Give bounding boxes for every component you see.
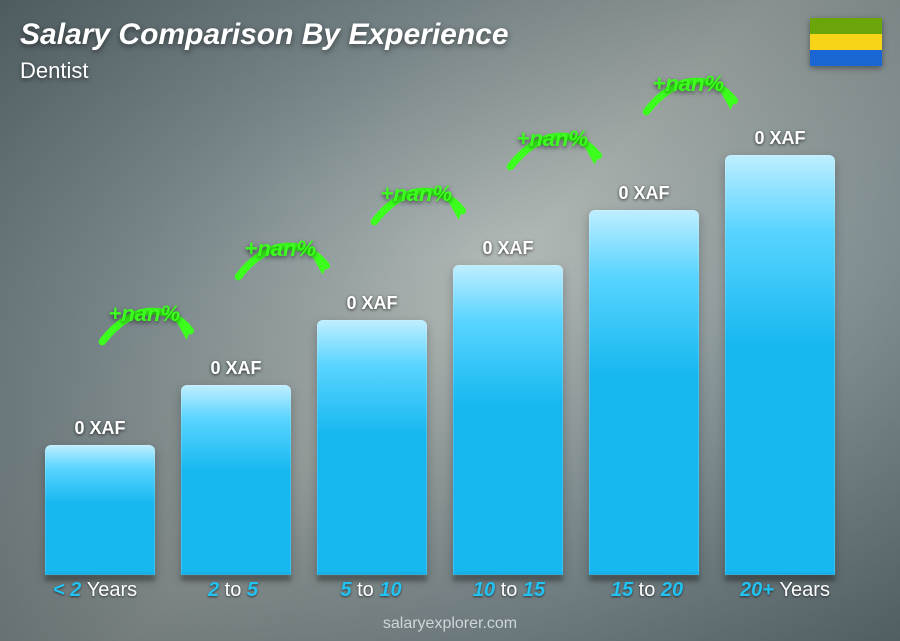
bar (589, 210, 699, 575)
flag-stripe-bottom (810, 50, 882, 66)
bar (181, 385, 291, 575)
page-subtitle: Dentist (20, 58, 88, 84)
increase-label: +nan% (653, 71, 725, 97)
bar-value-label: 0 XAF (618, 183, 669, 204)
increase-label: +nan% (109, 301, 181, 327)
x-tick-label: 10 to 15 (440, 579, 578, 607)
x-tick-label: 20+ Years (716, 579, 854, 607)
footer-credit: salaryexplorer.com (0, 615, 900, 633)
bar-value-label: 0 XAF (346, 293, 397, 314)
increase-label: +nan% (245, 236, 317, 262)
bar-wrap: 0 XAF (45, 418, 155, 575)
increase-arrow: +nan% (639, 69, 749, 125)
bar-chart: 0 XAF 0 XAF 0 XAF 0 XAF 0 XAF 0 XAF +nan% +na… (26, 90, 854, 575)
bar-wrap: 0 XAF (317, 293, 427, 575)
flag-icon (810, 18, 882, 66)
x-tick-label: 15 to 20 (578, 579, 716, 607)
increase-label: +nan% (517, 126, 589, 152)
bar (45, 445, 155, 575)
flag-stripe-top (810, 18, 882, 34)
bar-wrap: 0 XAF (725, 128, 835, 575)
increase-arrow: +nan% (231, 234, 341, 290)
bar-wrap: 0 XAF (589, 183, 699, 575)
bar-value-label: 0 XAF (210, 358, 261, 379)
bar-value-label: 0 XAF (754, 128, 805, 149)
bar-wrap: 0 XAF (181, 358, 291, 575)
bar-wrap: 0 XAF (453, 238, 563, 575)
flag-stripe-middle (810, 34, 882, 50)
bar-value-label: 0 XAF (74, 418, 125, 439)
x-tick-label: < 2 Years (26, 579, 164, 607)
stage: Salary Comparison By Experience Dentist … (0, 0, 900, 641)
x-axis: < 2 Years2 to 55 to 1010 to 1515 to 2020… (26, 579, 854, 607)
increase-arrow: +nan% (367, 179, 477, 235)
increase-arrow: +nan% (95, 299, 205, 355)
increase-label: +nan% (381, 181, 453, 207)
x-tick-label: 2 to 5 (164, 579, 302, 607)
page-title: Salary Comparison By Experience (20, 18, 509, 52)
bar (725, 155, 835, 575)
bar (317, 320, 427, 575)
x-tick-label: 5 to 10 (302, 579, 440, 607)
bar-value-label: 0 XAF (482, 238, 533, 259)
bar (453, 265, 563, 575)
increase-arrow: +nan% (503, 124, 613, 180)
